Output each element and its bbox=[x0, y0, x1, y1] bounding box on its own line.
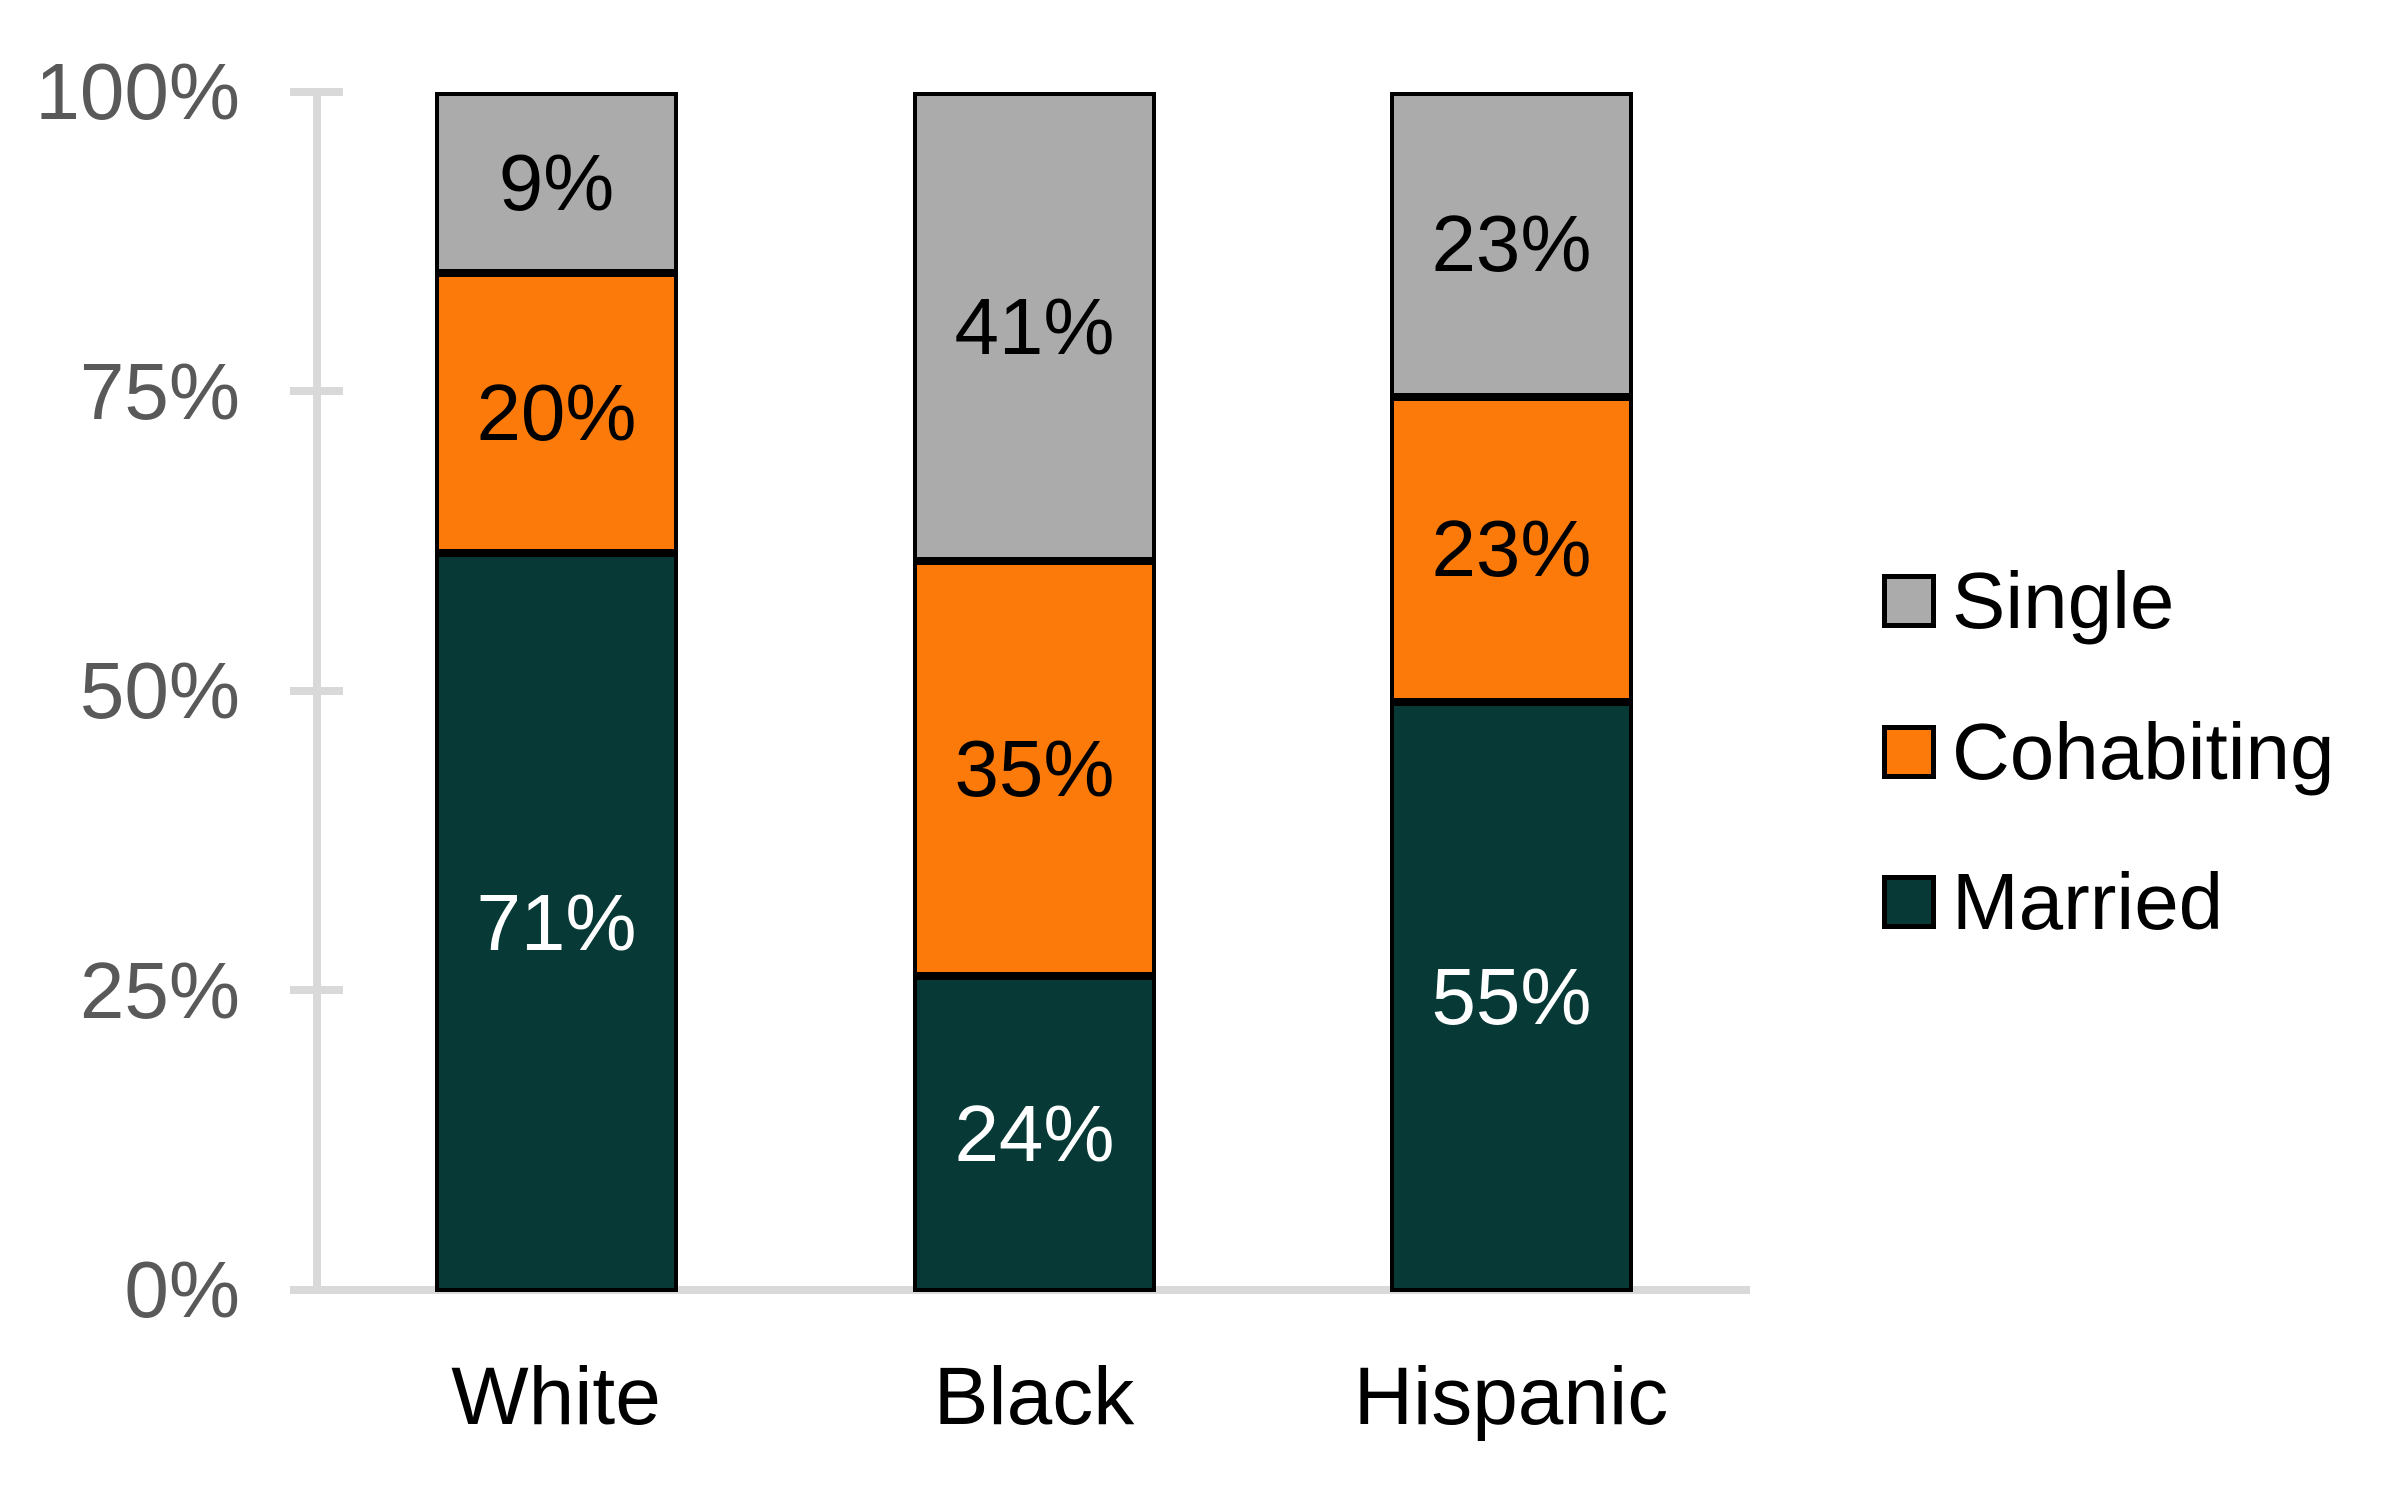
segment-cohabiting-white: 20% bbox=[435, 273, 678, 553]
legend-item-cohabiting: Cohabiting bbox=[1882, 707, 2335, 797]
legend-label-cohabiting: Cohabiting bbox=[1952, 707, 2335, 796]
legend-item-single: Single bbox=[1882, 556, 2174, 646]
segment-single-white: 9% bbox=[435, 92, 678, 273]
segment-married-hispanic: 55% bbox=[1390, 701, 1633, 1292]
data-label: 41% bbox=[954, 281, 1115, 371]
y-tick-label: 75% bbox=[79, 347, 240, 436]
segment-single-black: 41% bbox=[913, 92, 1156, 561]
y-tick-label: 0% bbox=[124, 1245, 240, 1334]
segment-cohabiting-black: 35% bbox=[913, 561, 1156, 976]
y-tick-label: 100% bbox=[35, 47, 240, 136]
y-tick-label: 50% bbox=[79, 646, 240, 735]
data-label: 9% bbox=[498, 137, 615, 227]
category-label-black: Black bbox=[933, 1351, 1135, 1442]
legend-label-single: Single bbox=[1952, 556, 2175, 645]
bar-black: 41% 35% 24% bbox=[913, 92, 1156, 1292]
data-label: 24% bbox=[954, 1089, 1115, 1178]
segment-cohabiting-hispanic: 23% bbox=[1390, 396, 1633, 702]
legend-swatch-cohabiting bbox=[1882, 725, 1936, 779]
segment-married-white: 71% bbox=[435, 553, 678, 1292]
data-label: 20% bbox=[476, 368, 637, 457]
bar-white: 9% 20% 71% bbox=[435, 92, 678, 1292]
data-label: 35% bbox=[954, 723, 1115, 813]
data-label: 23% bbox=[1431, 199, 1592, 289]
data-label: 23% bbox=[1431, 504, 1592, 594]
segment-married-black: 24% bbox=[913, 976, 1156, 1292]
legend-swatch-married bbox=[1882, 875, 1936, 929]
y-tick-label: 25% bbox=[79, 946, 240, 1035]
y-axis-tick bbox=[290, 88, 343, 96]
category-label-hispanic: Hispanic bbox=[1353, 1351, 1669, 1442]
category-label-white: White bbox=[451, 1351, 661, 1442]
legend-item-married: Married bbox=[1882, 857, 2223, 947]
y-axis-tick bbox=[290, 986, 343, 994]
y-axis-tick bbox=[290, 387, 343, 395]
legend-label-married: Married bbox=[1952, 857, 2224, 946]
legend-swatch-single bbox=[1882, 574, 1936, 628]
y-axis-tick bbox=[290, 687, 343, 695]
bar-hispanic: 23% 23% 55% bbox=[1390, 92, 1633, 1292]
data-label: 55% bbox=[1431, 951, 1592, 1041]
data-label: 71% bbox=[476, 877, 637, 967]
segment-single-hispanic: 23% bbox=[1390, 92, 1633, 397]
